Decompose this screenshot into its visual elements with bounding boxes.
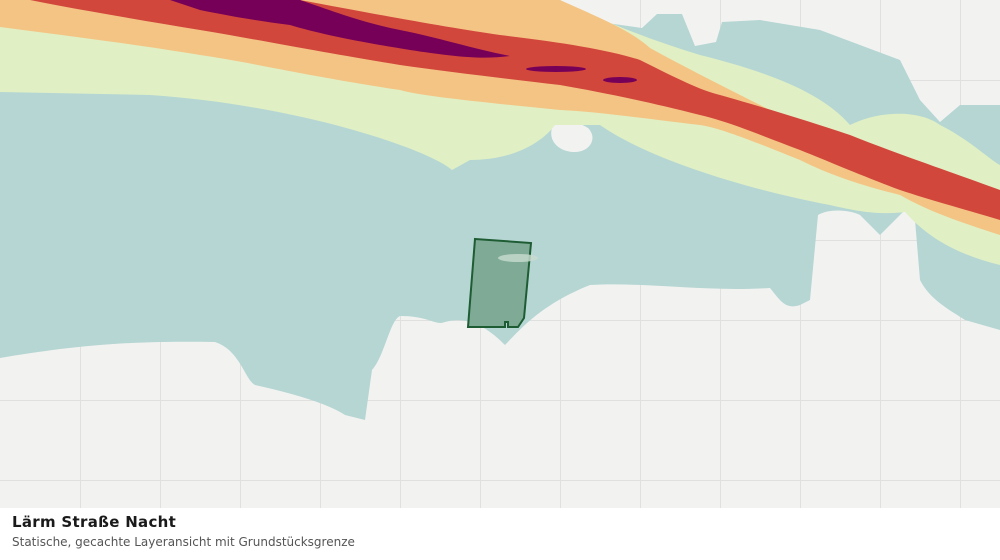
noise-zone-high [0, 0, 1000, 235]
caption-title: Lärm Straße Nacht [12, 513, 177, 531]
noise-zone-extreme [603, 77, 637, 83]
map [0, 0, 1000, 508]
map-gap [551, 121, 593, 152]
caption-subtitle: Statische, gecachte Layeransicht mit Gru… [12, 535, 355, 549]
noise-zone-very-high [30, 0, 1000, 220]
noise-zone-medium [0, 0, 1000, 265]
noise-zone-extreme [526, 66, 586, 72]
caption: Lärm Straße Nacht Statische, gecachte La… [12, 513, 355, 549]
parcel-boundary [466, 237, 533, 328]
noise-zone-extreme [170, 0, 510, 58]
parcel-highlight [498, 254, 538, 262]
